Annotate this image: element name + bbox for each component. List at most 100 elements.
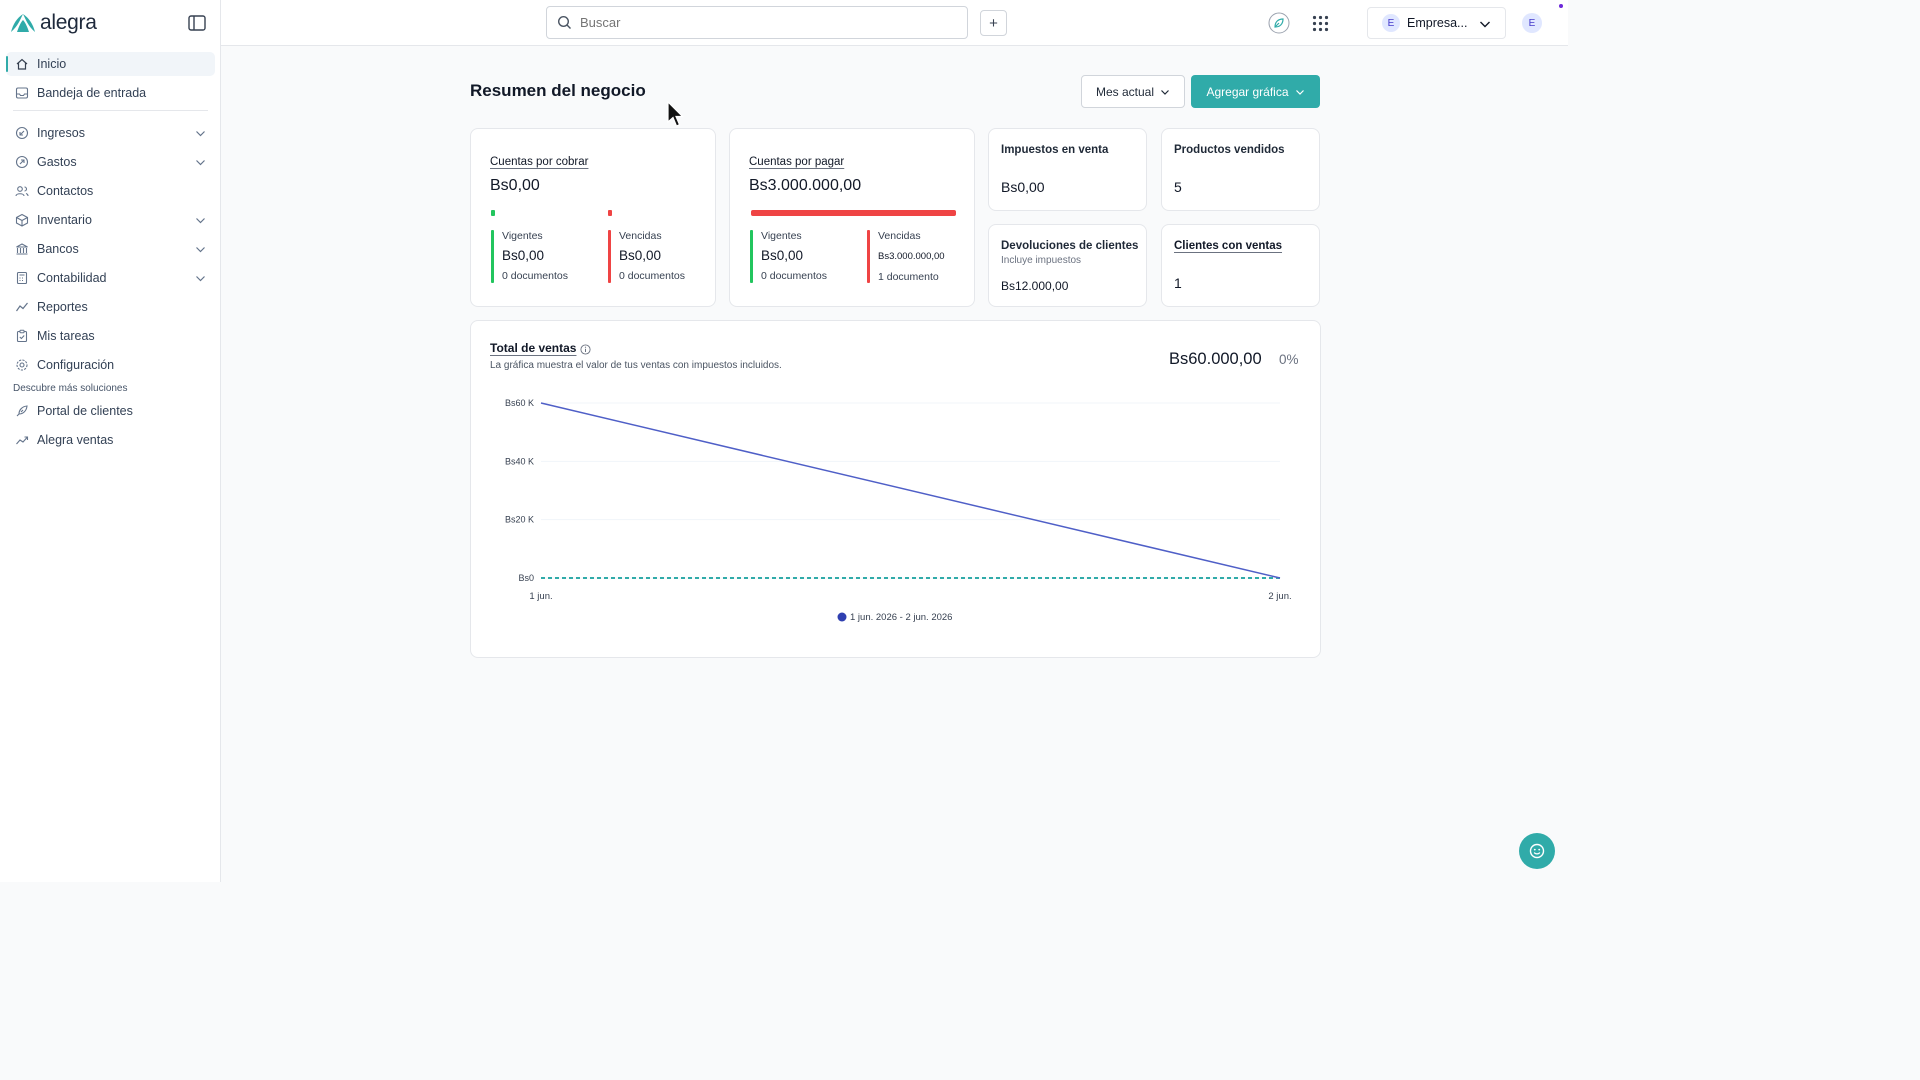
company-avatar: E [1382,14,1400,32]
overdue-docs: 0 documentos [619,270,685,282]
user-avatar[interactable]: E [1522,13,1542,33]
products-sold-card: Productos vendidos 5 [1161,128,1320,211]
home-icon [16,58,28,70]
company-selector[interactable]: E Empresa... [1367,7,1506,39]
payable-overdue: Vencidas Bs3.000.000,00 1 documento [867,230,945,283]
sidebar-item-portal-clientes[interactable]: Portal de clientes [6,399,215,423]
legend-marker [837,612,847,622]
sidebar-item-reportes[interactable]: Reportes [6,295,215,319]
chevron-down-icon [1480,21,1490,28]
clients-with-sales-title[interactable]: Clientes con ventas [1174,240,1283,252]
chevron-down-icon [196,160,205,166]
sidebar-item-label: Ingresos [37,126,85,140]
sidebar-item-bandeja[interactable]: Bandeja de entrada [6,81,215,105]
sidebar-item-contactos[interactable]: Contactos [6,179,215,203]
returns-subtitle: Incluye impuestos [1001,255,1082,266]
tasks-icon [16,329,28,343]
contacts-icon [15,186,29,197]
overdue-indicator [867,230,870,283]
sales-tax-card: Impuestos en venta Bs0,00 [988,128,1147,211]
sidebar-item-alegra-ventas[interactable]: Alegra ventas [6,428,215,452]
x-tick-label: 2 jun. [1268,591,1291,602]
sidebar-item-gastos[interactable]: Gastos [6,150,215,174]
sidebar-item-configuracion[interactable]: Configuración [6,353,215,377]
y-tick-label: Bs20 K [505,515,534,525]
current-value: Bs0,00 [761,248,804,263]
chart-description: La gráfica muestra el valor de tus venta… [490,360,782,371]
payable-title[interactable]: Cuentas por pagar [749,156,845,168]
chart-total: Bs60.000,00 [1169,350,1262,368]
sidebar-item-label: Reportes [37,300,88,314]
y-tick-label: Bs0 [518,573,534,583]
leaf-icon[interactable] [1268,12,1290,34]
sales-series-line [540,402,1281,579]
rocket-icon [16,405,28,417]
y-tick-label: Bs40 K [505,456,534,466]
sidebar-toggle-icon[interactable] [188,15,206,31]
returns-title: Devoluciones de clientes [1001,240,1139,252]
current-label: Vigentes [502,230,543,242]
sidebar-item-contabilidad[interactable]: Contabilidad [6,266,215,290]
alegra-leaf-icon [11,14,35,32]
trend-icon [16,436,29,445]
nav-divider [13,110,208,111]
receivable-card: Cuentas por cobrar Bs0,00 Vigentes Bs0,0… [470,128,716,307]
period-filter-button[interactable]: Mes actual [1081,75,1185,108]
apps-grid-icon[interactable] [1312,15,1329,32]
smile-chat-icon [1529,843,1545,859]
period-filter-label: Mes actual [1095,84,1155,99]
sidebar-item-inventario[interactable]: Inventario [6,208,215,232]
overdue-label: Vencidas [619,230,662,242]
current-value: Bs0,00 [502,248,545,263]
receivable-total: Bs0,00 [490,177,540,194]
solutions-section-title: Descubre más soluciones [13,383,128,394]
sidebar-item-inicio[interactable]: Inicio [6,52,215,76]
income-icon [15,126,29,140]
sidebar-item-label: Alegra ventas [37,433,114,447]
brand-name: alegra [40,11,97,34]
returns-value: Bs12.000,00 [1001,279,1069,293]
payable-total: Bs3.000.000,00 [749,177,862,194]
notification-dot [1559,4,1563,8]
sidebar-item-ingresos[interactable]: Ingresos [6,121,215,145]
sales-chart-card: Total de ventas La gráfica muestra el va… [470,320,1321,658]
chart-title[interactable]: Total de ventas [490,341,577,355]
bank-icon [16,243,28,255]
search-icon [557,15,571,29]
payable-current: Vigentes Bs0,00 0 documentos [750,230,827,283]
sidebar-item-label: Bandeja de entrada [37,86,147,100]
alegra-logo[interactable]: alegra [9,11,97,35]
search-input[interactable] [580,15,940,30]
topbar: + E Empresa... E [221,0,1568,46]
sidebar-item-label: Configuración [37,358,115,372]
settings-icon [16,359,28,371]
add-chart-label: Agregar gráfica [1206,84,1289,99]
chevron-down-icon [1295,89,1304,95]
sidebar-item-label: Contabilidad [37,271,107,285]
add-chart-button[interactable]: Agregar gráfica [1191,75,1320,108]
sidebar-item-mis-tareas[interactable]: Mis tareas [6,324,215,348]
sidebar-item-label: Inventario [37,213,92,227]
clients-with-sales-card: Clientes con ventas 1 [1161,224,1320,307]
quick-add-button[interactable]: + [980,10,1007,36]
y-tick-label: Bs60 K [505,398,534,408]
reports-icon [16,302,28,312]
current-indicator [750,230,753,283]
sales-tax-title: Impuestos en venta [1001,144,1109,156]
accounting-icon [16,271,28,285]
expense-icon [15,155,29,169]
sidebar-item-label: Mis tareas [37,329,95,343]
current-label: Vigentes [761,230,802,242]
support-chat-button[interactable] [1519,833,1555,869]
payable-progress-track [751,210,956,216]
search-box[interactable] [546,6,968,39]
receivable-title[interactable]: Cuentas por cobrar [490,156,589,168]
sidebar-item-label: Portal de clientes [37,404,133,418]
chevron-down-icon [196,276,205,282]
receivable-overdue-bar [608,210,612,216]
info-icon[interactable] [580,344,591,355]
current-docs: 0 documentos [761,270,827,282]
mouse-cursor-icon [667,101,684,127]
sidebar-item-label: Inicio [37,57,67,71]
sidebar-item-bancos[interactable]: Bancos [6,237,215,261]
